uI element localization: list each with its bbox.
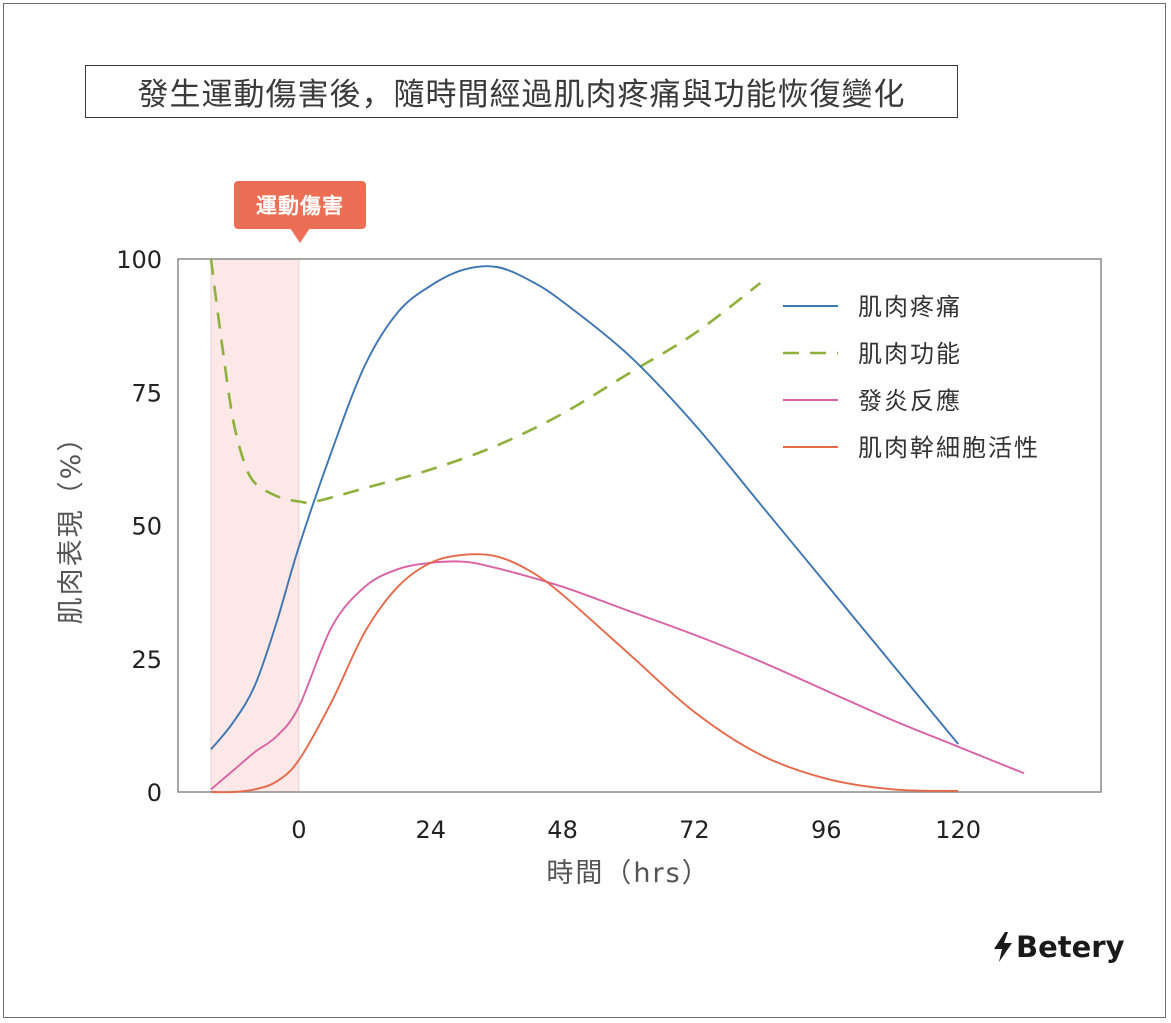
y-tick-label: 75: [131, 379, 162, 407]
brand-logo: Betery: [992, 927, 1125, 967]
lightning-bolt-icon: [994, 932, 1012, 962]
x-tick-label: 72: [679, 816, 710, 844]
x-tick-label: 48: [547, 816, 578, 844]
legend-label: 發炎反應: [858, 387, 962, 415]
y-tick-label: 100: [116, 246, 162, 274]
series-line-1: [210, 265, 959, 750]
injury-highlight-region: [210, 258, 300, 793]
x-tick-label: 24: [415, 816, 446, 844]
legend-label: 肌肉疼痛: [858, 293, 962, 321]
figure-frame: [3, 3, 1166, 1018]
x-axis-ticks: 0 24 48 72 96 120: [291, 816, 981, 844]
series-layer: [209, 258, 1025, 794]
brand-name: Betery: [1016, 930, 1125, 964]
series-line-3: [210, 560, 1025, 791]
x-tick-label: 120: [935, 816, 981, 844]
y-tick-label: 0: [147, 779, 162, 807]
y-tick-label: 25: [131, 646, 162, 674]
series-line-4: [210, 553, 959, 794]
y-tick-label: 50: [131, 513, 162, 541]
x-tick-label: 96: [811, 816, 842, 844]
y-axis-ticks: 0 25 50 75 100: [116, 246, 162, 807]
series-line-2: [209, 258, 762, 505]
chart-title: 發生運動傷害後，隨時間經過肌肉疼痛與功能恢復變化: [85, 65, 958, 118]
legend-label: 肌肉功能: [858, 340, 962, 368]
legend-label: 肌肉幹細胞活性: [858, 434, 1040, 462]
x-axis-label: 時間（hrs）: [546, 858, 710, 889]
y-axis-label: 肌肉表現（%）: [56, 423, 87, 625]
injury-badge: 運動傷害: [234, 181, 366, 243]
x-tick-label: 0: [291, 816, 306, 844]
plot-area-frame: [177, 258, 1102, 793]
